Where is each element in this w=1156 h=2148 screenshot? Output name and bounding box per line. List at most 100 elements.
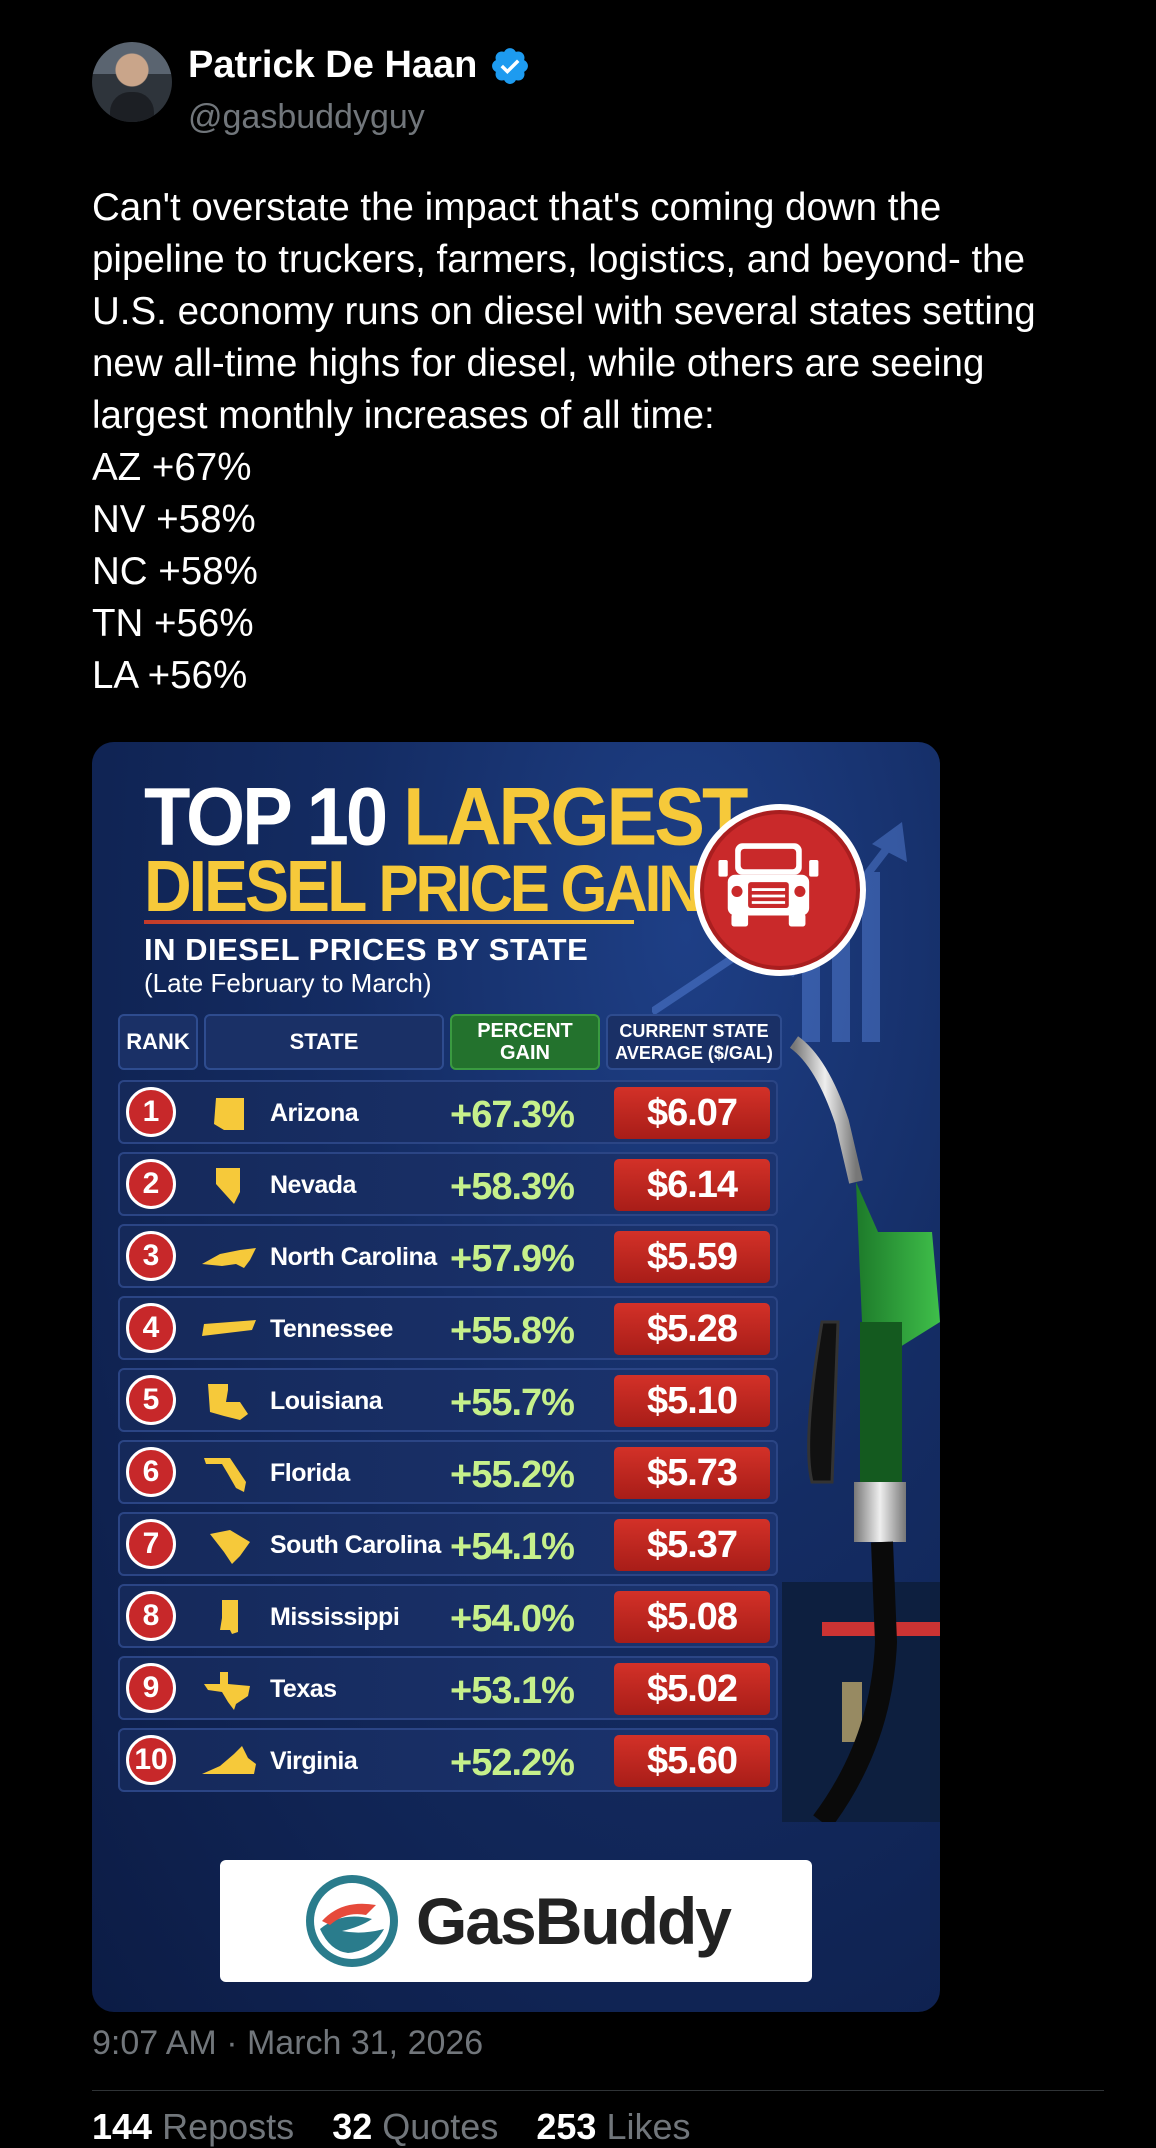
table-row: 9 Texas +53.1% $5.02 bbox=[118, 1656, 778, 1720]
percent-gain: +54.1% bbox=[450, 1526, 575, 1568]
title-underline bbox=[144, 920, 634, 924]
tweet-line: AZ +67% bbox=[92, 446, 252, 489]
author-avatar[interactable] bbox=[92, 42, 172, 122]
rank-badge: 1 bbox=[126, 1087, 176, 1137]
state-name: Virginia bbox=[270, 1747, 358, 1775]
price-badge: $5.60 bbox=[614, 1735, 770, 1787]
state-name: Arizona bbox=[270, 1099, 359, 1127]
likes-stat[interactable]: 253 Likes bbox=[536, 2106, 704, 2147]
header-pct-line1: PERCENT bbox=[477, 1020, 573, 1042]
rank-badge: 4 bbox=[126, 1303, 176, 1353]
price-badge: $5.10 bbox=[614, 1375, 770, 1427]
title-yellow: LARGEST bbox=[403, 771, 748, 863]
state-name: Texas bbox=[270, 1675, 337, 1703]
header-pct-line2: GAIN bbox=[499, 1042, 550, 1064]
header-average-price: CURRENT STATE AVERAGE ($/GAL) bbox=[606, 1014, 782, 1070]
percent-gain: +55.8% bbox=[450, 1310, 575, 1352]
percent-gain: +52.2% bbox=[450, 1742, 575, 1784]
north-carolina-map-icon bbox=[202, 1248, 256, 1268]
state-name: South Carolina bbox=[270, 1531, 441, 1559]
price-badge: $5.37 bbox=[614, 1519, 770, 1571]
tweet-timestamp[interactable]: 9:07 AM · March 31, 2026 bbox=[92, 2024, 484, 2062]
table-row: 2 Nevada +58.3% $6.14 bbox=[118, 1152, 778, 1216]
table-row: 3 North Carolina +57.9% $5.59 bbox=[118, 1224, 778, 1288]
table-row: 1 Arizona +67.3% $6.07 bbox=[118, 1080, 778, 1144]
quotes-count: 32 bbox=[332, 2106, 373, 2147]
header-rank: RANK bbox=[118, 1014, 198, 1070]
tweet-line: pipeline to truckers, farmers, logistics… bbox=[92, 238, 1026, 281]
table-row: 8 Mississippi +54.0% $5.08 bbox=[118, 1584, 778, 1648]
likes-count: 253 bbox=[536, 2106, 597, 2147]
table-row: 10 Virginia +52.2% $5.60 bbox=[118, 1728, 778, 1792]
tweet-line: U.S. economy runs on diesel with several… bbox=[92, 290, 1036, 333]
mississippi-map-icon bbox=[220, 1600, 238, 1634]
header-avg-line1: CURRENT STATE bbox=[619, 1021, 769, 1041]
title2-a: DIESEL bbox=[144, 845, 379, 927]
percent-gain: +55.2% bbox=[450, 1454, 575, 1496]
title-white: TOP 10 bbox=[144, 771, 404, 863]
price-badge: $5.73 bbox=[614, 1447, 770, 1499]
quotes-label: Quotes bbox=[382, 2106, 499, 2147]
quotes-stat[interactable]: 32 Quotes bbox=[332, 2106, 512, 2147]
tweet-text: Can't overstate the impact that's coming… bbox=[92, 182, 1112, 702]
price-badge: $5.59 bbox=[614, 1231, 770, 1283]
nevada-map-icon bbox=[216, 1168, 240, 1204]
rank-badge: 9 bbox=[126, 1663, 176, 1713]
percent-gain: +67.3% bbox=[450, 1094, 575, 1136]
texas-map-icon bbox=[204, 1672, 250, 1710]
rank-badge: 3 bbox=[126, 1231, 176, 1281]
tweet-media-image[interactable]: TOP 10 LARGEST DIESEL PRICE GAINS IN DIE… bbox=[92, 742, 940, 2012]
author-handle[interactable]: @gasbuddyguy bbox=[188, 98, 425, 136]
state-name: North Carolina bbox=[270, 1243, 437, 1271]
table-row: 4 Tennessee +55.8% $5.28 bbox=[118, 1296, 778, 1360]
tweet-line: LA +56% bbox=[92, 654, 248, 697]
rank-badge: 2 bbox=[126, 1159, 176, 1209]
reposts-label: Reposts bbox=[162, 2106, 295, 2147]
author-name-text[interactable]: Patrick De Haan bbox=[188, 44, 478, 86]
state-name: Florida bbox=[270, 1459, 350, 1487]
table-header: RANK STATE PERCENT GAIN CURRENT STATE AVER… bbox=[118, 1014, 782, 1070]
louisiana-map-icon bbox=[208, 1384, 248, 1420]
tweet-line: NV +58% bbox=[92, 498, 256, 541]
author-name[interactable]: Patrick De Haan bbox=[188, 44, 531, 87]
gasbuddy-wordmark: GasBuddy bbox=[415, 1884, 732, 1958]
engagement-stats: 144 Reposts 32 Quotes 253 Likes bbox=[92, 2106, 718, 2148]
infographic-title-line2: DIESEL PRICE GAINS bbox=[144, 844, 739, 928]
gasbuddy-logo: GasBuddy bbox=[220, 1860, 812, 1982]
infographic-date-range: (Late February to March) bbox=[144, 968, 432, 998]
table-row: 6 Florida +55.2% $5.73 bbox=[118, 1440, 778, 1504]
florida-map-icon bbox=[204, 1458, 246, 1492]
percent-gain: +54.0% bbox=[450, 1598, 575, 1640]
infographic-subtitle: IN DIESEL PRICES BY STATE bbox=[144, 932, 589, 967]
percent-gain: +58.3% bbox=[450, 1166, 575, 1208]
truck-icon bbox=[694, 804, 866, 976]
percent-gain: +53.1% bbox=[450, 1670, 575, 1712]
price-badge: $5.02 bbox=[614, 1663, 770, 1715]
tweet-line: new all-time highs for diesel, while oth… bbox=[92, 342, 985, 385]
percent-gain: +57.9% bbox=[450, 1238, 575, 1280]
rank-badge: 8 bbox=[126, 1591, 176, 1641]
table-row: 5 Louisiana +55.7% $5.10 bbox=[118, 1368, 778, 1432]
title2-b: PRICE GAINS bbox=[378, 851, 739, 926]
header-percent-gain: PERCENT GAIN bbox=[450, 1014, 600, 1070]
reposts-stat[interactable]: 144 Reposts bbox=[92, 2106, 308, 2147]
likes-label: Likes bbox=[606, 2106, 691, 2147]
gasbuddy-logo-icon bbox=[305, 1875, 398, 1967]
tennessee-map-icon bbox=[202, 1320, 256, 1336]
state-name: Louisiana bbox=[270, 1387, 383, 1415]
virginia-map-icon bbox=[202, 1746, 256, 1774]
state-name: Mississippi bbox=[270, 1603, 400, 1631]
state-name: Tennessee bbox=[270, 1315, 393, 1343]
tweet-line: NC +58% bbox=[92, 550, 258, 593]
tweet-line: largest monthly increases of all time: bbox=[92, 394, 715, 437]
percent-gain: +55.7% bbox=[450, 1382, 575, 1424]
south-carolina-map-icon bbox=[210, 1530, 250, 1564]
rank-badge: 10 bbox=[126, 1735, 176, 1785]
rank-badge: 7 bbox=[126, 1519, 176, 1569]
state-name: Nevada bbox=[270, 1171, 356, 1199]
rank-badge: 6 bbox=[126, 1447, 176, 1497]
price-badge: $6.14 bbox=[614, 1159, 770, 1211]
reposts-count: 144 bbox=[92, 2106, 153, 2147]
infographic-title-line1: TOP 10 LARGEST bbox=[144, 770, 748, 864]
header-state: STATE bbox=[204, 1014, 444, 1070]
